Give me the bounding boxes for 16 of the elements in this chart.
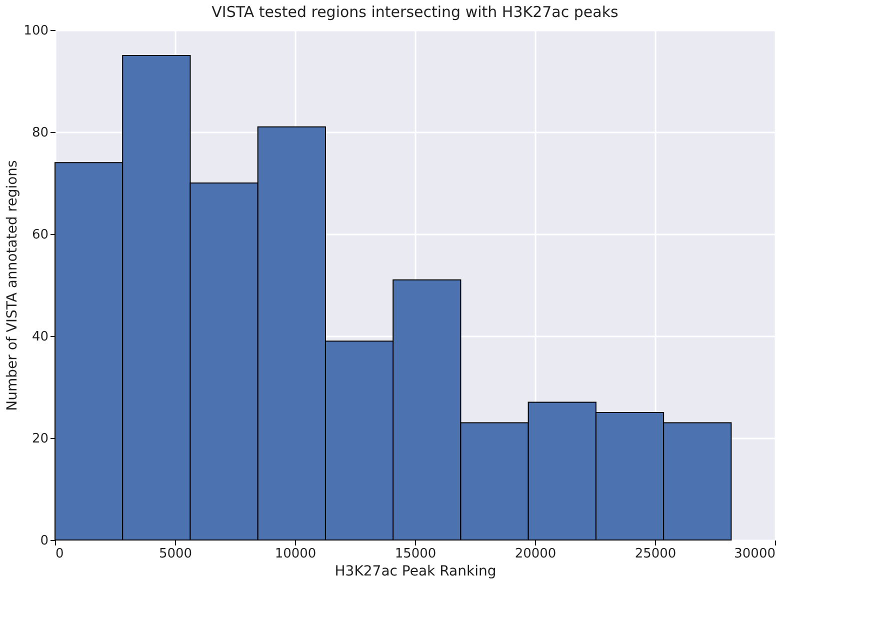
x-tick-label: 25000	[634, 546, 676, 562]
y-tick-label: 100	[24, 24, 48, 38]
y-tick-label: 80	[32, 126, 48, 140]
x-tick-label: 10000	[274, 546, 316, 562]
x-tick-label: 20000	[514, 546, 556, 562]
y-tick-label: 0	[40, 534, 48, 548]
x-tick-label: 15000	[394, 546, 436, 562]
y-tick-label: 60	[32, 228, 48, 242]
x-tick-label: 5000	[158, 546, 192, 562]
y-tick-label: 20	[32, 432, 48, 446]
x-axis-title: H3K27ac Peak Ranking	[334, 564, 496, 580]
y-axis-title: Number of VISTA annotated regions	[4, 160, 21, 411]
x-tick-label: 30000	[734, 546, 776, 562]
chart-title: VISTA tested regions intersecting with H3K27ac peaks	[212, 3, 619, 21]
y-tick-label: 40	[32, 330, 48, 344]
x-tick-label: 0	[56, 546, 64, 562]
